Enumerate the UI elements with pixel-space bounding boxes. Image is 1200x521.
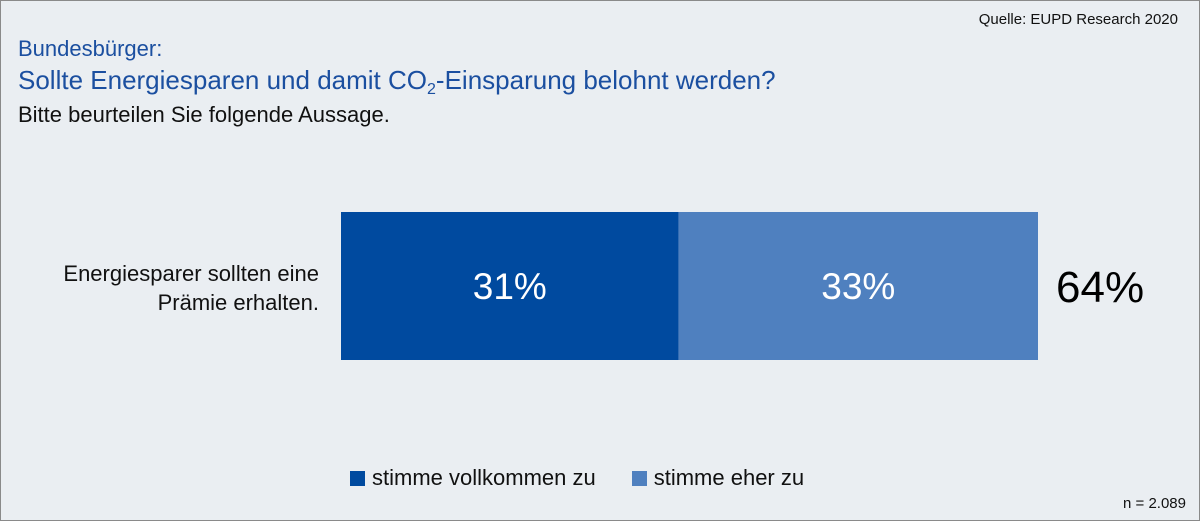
legend: stimme vollkommen zu stimme eher zu (350, 465, 840, 491)
title-text-part2: -Einsparung belohnt werden? (435, 65, 776, 95)
chart-title-line1: Bundesbürger: (18, 36, 163, 61)
legend-label-eher: stimme eher zu (653, 465, 805, 490)
legend-label-vollkommen: stimme vollkommen zu (372, 465, 596, 490)
legend-swatch-vollkommen (350, 470, 365, 486)
bar-segment-2 (678, 212, 1038, 360)
chart-subtitle: Bitte beurteilen Sie folgende Aussage. (18, 102, 390, 127)
category-label-line1: Energiesparer sollten eine (63, 261, 319, 286)
bar-segment-label-1: 31% (473, 266, 547, 307)
category-label: Energiesparer sollten eine Prämie erhalt… (63, 259, 319, 317)
chart-title-line2: Sollte Energiesparen und damit CO2-Einsp… (18, 65, 776, 99)
legend-item-eher: stimme eher zu (631, 465, 805, 491)
bar-segment-label-2: 33% (821, 266, 895, 307)
category-label-line2: Prämie erhalten. (157, 290, 319, 315)
title-subscript: 2 (427, 81, 436, 98)
legend-item-vollkommen: stimme vollkommen zu (350, 465, 596, 491)
title-text-part1: Sollte Energiesparen und damit CO (18, 65, 428, 95)
total-label: 64% (1056, 263, 1144, 312)
source-note: Quelle: EUPD Research 2020 (978, 11, 1178, 28)
legend-swatch-eher (631, 470, 647, 486)
sample-size-note: n = 2.089 (1123, 495, 1186, 512)
bar-segment-1 (341, 212, 679, 360)
